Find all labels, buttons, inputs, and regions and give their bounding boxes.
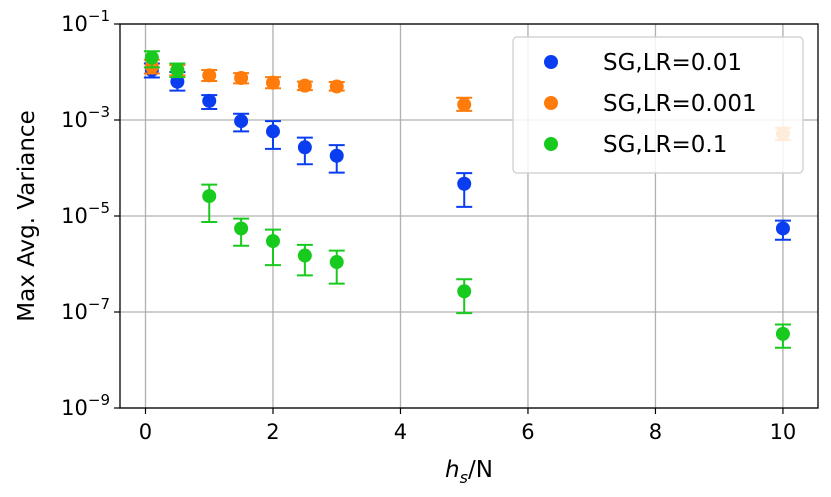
x-axis-title: hs/N: [445, 457, 493, 487]
x-tick-label: 4: [394, 420, 407, 444]
y-tick-label: 10−1: [61, 7, 110, 36]
data-point: [265, 75, 280, 90]
x-axis-title-subscript: s: [460, 468, 468, 487]
x-tick-label: 8: [649, 420, 662, 444]
legend-label: SG,LR=0.01: [603, 50, 742, 76]
y-tick-label: 10−5: [61, 199, 110, 228]
y-tick-label: 10−9: [61, 391, 110, 420]
x-tick-label: 2: [266, 420, 279, 444]
y-axis-title: Max Avg. Variance: [14, 110, 40, 321]
legend: SG,LR=0.01 SG,LR=0.001 SG,LR=0.1: [512, 36, 804, 174]
legend-box: [512, 36, 804, 174]
data-point: [202, 93, 217, 108]
data-point: [297, 248, 312, 263]
data-point: [234, 221, 249, 236]
data-point: [457, 176, 472, 191]
data-point: [202, 68, 217, 83]
data-point: [234, 114, 249, 129]
data-point: [170, 63, 185, 78]
tick-layer: 0 2 4 6 8 10 10−9 10−7 10−5 10−3 10−1: [61, 7, 796, 444]
x-tick-label: 6: [521, 420, 534, 444]
data-point: [202, 189, 217, 204]
data-point: [297, 78, 312, 93]
legend-marker: [544, 137, 558, 151]
series-layer: [143, 50, 791, 349]
series-3: [143, 50, 791, 349]
data-point: [297, 140, 312, 155]
legend-label: SG,LR=0.001: [603, 91, 757, 117]
data-point: [265, 234, 280, 249]
legend-label: SG,LR=0.1: [603, 132, 727, 158]
data-point: [457, 284, 472, 299]
x-axis-title-main: h: [445, 457, 460, 483]
x-tick-label: 0: [139, 420, 152, 444]
data-point: [329, 79, 344, 94]
legend-marker: [544, 55, 558, 69]
data-point: [775, 221, 790, 236]
x-axis-title-suffix: /N: [468, 457, 493, 483]
data-point: [775, 326, 790, 341]
data-point: [265, 124, 280, 139]
data-point: [234, 70, 249, 85]
y-tick-label: 10−7: [61, 295, 110, 324]
x-tick-label: 10: [770, 420, 797, 444]
data-point: [457, 97, 472, 112]
y-tick-label: 10−3: [61, 103, 110, 132]
data-point: [329, 148, 344, 163]
legend-marker: [544, 96, 558, 110]
data-point: [329, 255, 344, 270]
data-point: [144, 50, 159, 65]
